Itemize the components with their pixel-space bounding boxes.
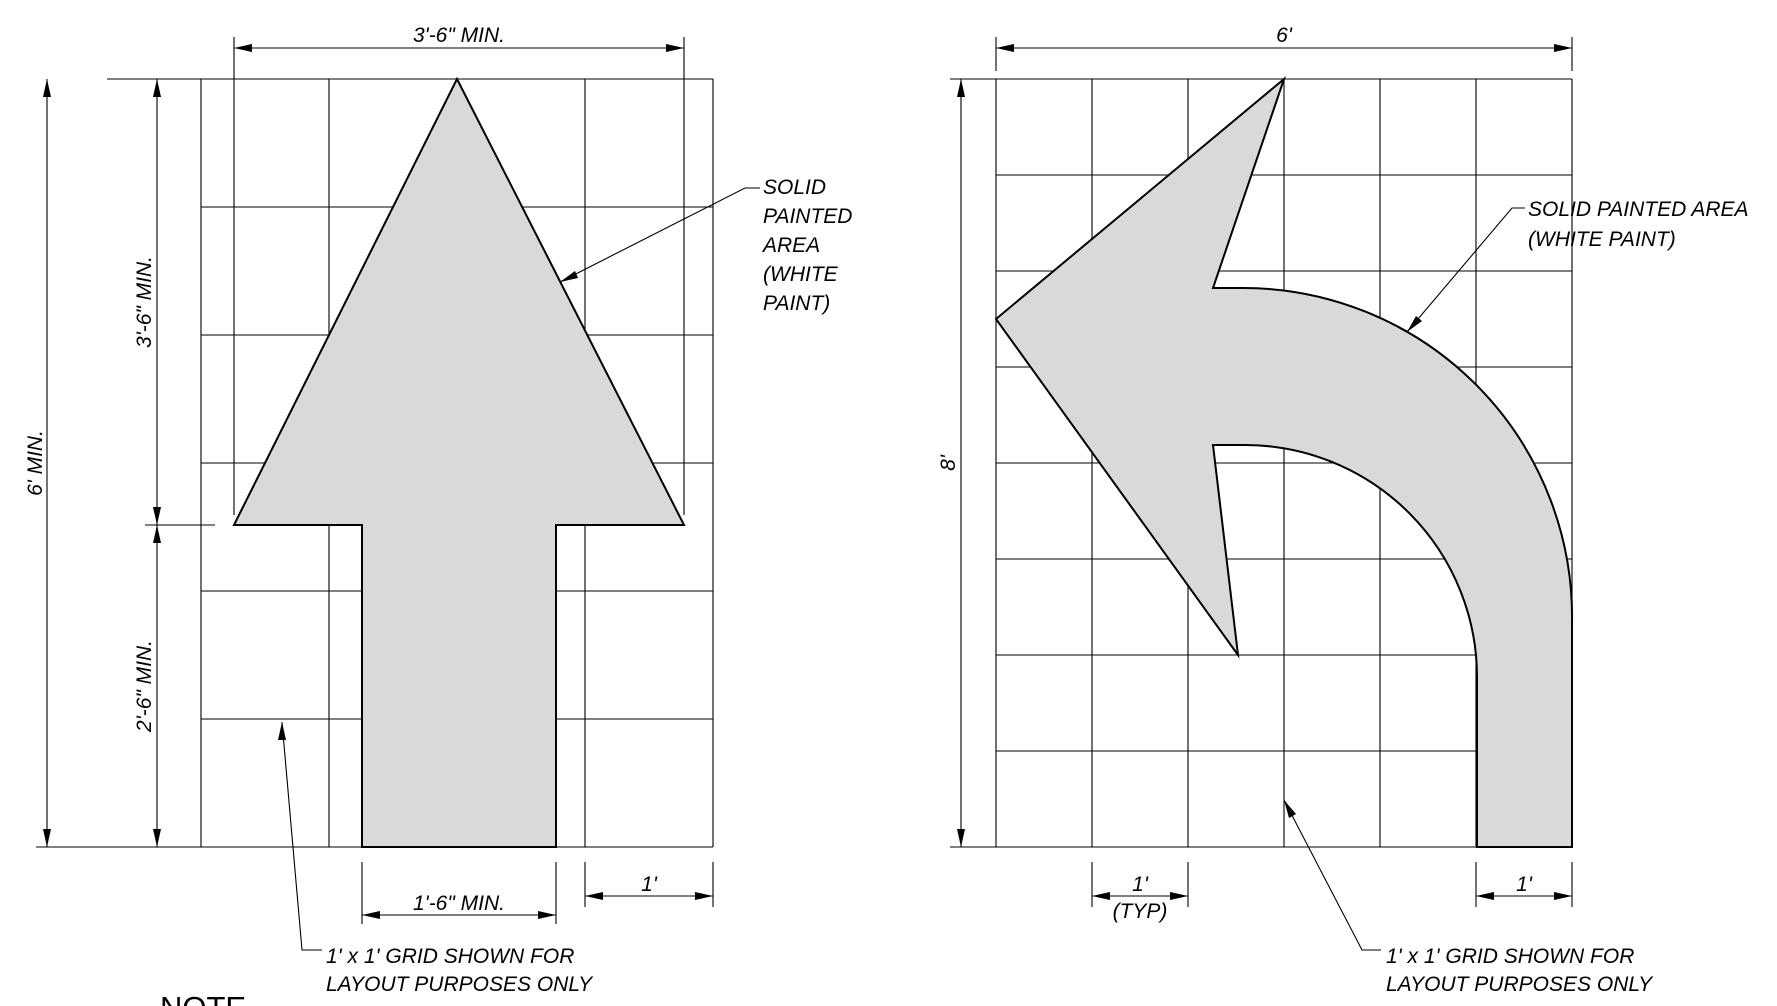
dim-turn-height-label: 8' [937, 454, 960, 471]
turn-callout-paint-line-2: (WHITE PAINT) [1528, 228, 1676, 251]
dim-overall-height: 6' MIN. [24, 79, 107, 848]
dim-head-height: 3'-6" MIN. [133, 79, 215, 526]
straight-arrow-shape [232, 76, 686, 848]
callout-grid-line-2: LAYOUT PURPOSES ONLY [326, 973, 594, 996]
dim-turn-stem: 1' [1475, 862, 1573, 907]
turn-callout-paint-line-1: SOLID PAINTED AREA [1528, 198, 1749, 221]
callout-paint-line-4: (WHITE [763, 263, 839, 286]
callout-paint-line-5: PAINT) [763, 292, 830, 315]
callout-grid-line-1: 1' x 1' GRID SHOWN FOR [326, 945, 574, 968]
turn-callout-grid-line-1: 1' x 1' GRID SHOWN FOR [1386, 945, 1634, 968]
dim-overall-height-label: 6' MIN. [24, 430, 47, 496]
dim-stem-width-label: 1'-6" MIN. [413, 892, 505, 915]
straight-arrow-panel: 3'-6" MIN. 6' MIN. 3'-6" MIN. 2'-6" MIN. [24, 24, 852, 1006]
dim-stem-height: 2'-6" MIN. [133, 525, 161, 847]
turn-callout-grid: 1' x 1' GRID SHOWN FOR LAYOUT PURPOSES O… [1283, 799, 1654, 996]
turn-arrow-shape [994, 75, 1574, 848]
dim-turn-width: 6' [995, 24, 1573, 71]
dim-turn-cell-label: 1' [1132, 873, 1149, 896]
dim-turn-cell: 1' (TYP) [1091, 862, 1189, 923]
note-heading: NOTE [160, 990, 246, 1006]
turn-callout-grid-line-2: LAYOUT PURPOSES ONLY [1386, 973, 1654, 996]
dim-top-width-label: 3'-6" MIN. [413, 24, 505, 47]
dim-cell-label: 1' [641, 873, 658, 896]
dim-stem-width: 1'-6" MIN. [361, 862, 557, 924]
dim-turn-height: 8' [937, 79, 965, 847]
dim-turn-width-label: 6' [1276, 24, 1293, 47]
dim-top-width: 3'-6" MIN. [233, 24, 685, 515]
callout-paint-line-3: AREA [761, 234, 820, 257]
turn-callout-paint: SOLID PAINTED AREA (WHITE PAINT) [1406, 198, 1749, 333]
callout-grid: 1' x 1' GRID SHOWN FOR LAYOUT PURPOSES O… [278, 721, 594, 996]
dim-turn-cell-typ: (TYP) [1113, 900, 1168, 923]
dim-head-height-label: 3'-6" MIN. [133, 256, 156, 348]
dim-cell: 1' [584, 862, 714, 907]
callout-paint-line-1: SOLID [763, 176, 826, 199]
callout-paint: SOLID PAINTED AREA (WHITE PAINT) [559, 176, 852, 315]
dim-stem-height-label: 2'-6" MIN. [133, 640, 156, 733]
turn-arrow-panel: 6' 8' 1' (TYP) 1' [937, 24, 1749, 996]
dim-turn-stem-label: 1' [1516, 873, 1533, 896]
callout-paint-line-2: PAINTED [763, 205, 852, 228]
